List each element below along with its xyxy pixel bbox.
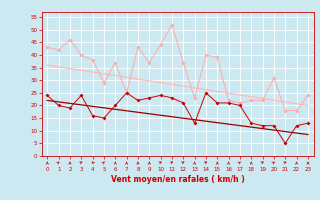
X-axis label: Vent moyen/en rafales ( km/h ): Vent moyen/en rafales ( km/h ): [111, 175, 244, 184]
